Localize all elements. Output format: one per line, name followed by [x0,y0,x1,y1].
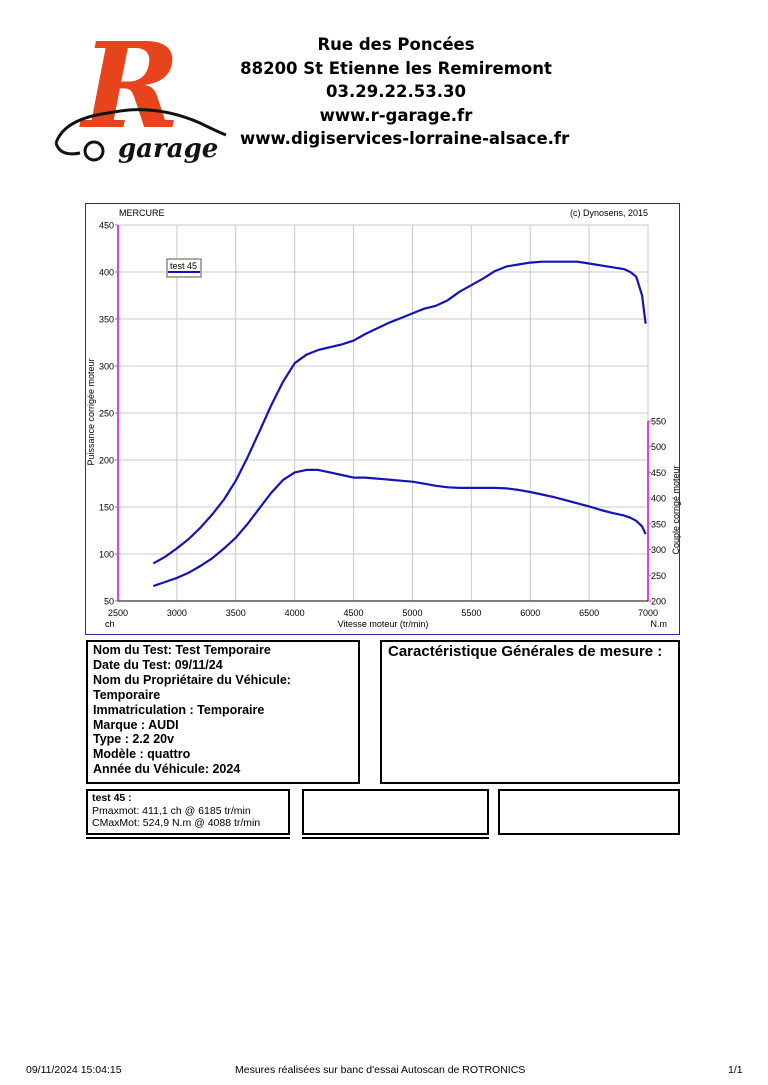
x-tick-label: 7000 [638,608,658,618]
address-city: 88200 St Etienne les Remiremont [240,58,552,78]
power-curve [152,260,647,565]
y-axis-label-left: Puissance corrigée moteur [86,358,96,465]
y-left-tick-label: 450 [99,221,114,231]
vehicle-info-box: Nom du Test: Test Temporaire Date du Tes… [86,640,360,784]
vehicle-year: Année du Véhicule: 2024 [93,762,241,777]
brand: Marque : AUDI [93,717,179,732]
y-left-tick-label: 150 [99,503,114,513]
y-left-tick-label: 350 [99,315,114,325]
result-underline-2 [302,837,489,839]
address-website-2: www.digiservices-lorraine-alsace.fr [240,129,570,148]
x-tick-label: 6500 [579,608,599,618]
address-street: Rue des Poncées [317,35,475,54]
svg-text:garage: garage [118,134,218,164]
result-title: test 45 : [92,792,132,804]
chart-title-right: (c) Dynosens, 2015 [570,208,648,218]
result-box-empty-1 [302,789,489,835]
x-tick-label: 4500 [344,608,364,618]
y-left-tick-label: 50 [104,597,114,607]
footer-page: 1/1 [728,1064,743,1076]
test-date: Date du Test: 09/11/24 [93,657,223,672]
footer-datetime: 09/11/2024 15:04:15 [26,1064,122,1076]
y-right-tick-label: 300 [651,545,666,555]
x-tick-label: 4000 [285,608,305,618]
test-name: Nom du Test: Test Temporaire [93,643,271,657]
y-right-tick-label: 500 [651,442,666,452]
x-axis-label: Vitesse moteur (tr/min) [338,619,429,629]
result-underline-1 [86,837,290,839]
torque-curve [152,468,647,588]
dyno-chart: 50 100 150 200 250 300 350 400 450 200 250 300 350 40… [86,208,681,629]
address-website: www.r-garage.fr [319,105,473,125]
y-right-tick-label: 200 [651,597,666,607]
y-left-tick-label: 200 [99,456,114,466]
x-tick-label: 5000 [402,608,422,618]
y-right-tick-label: 350 [651,519,666,529]
result-box-empty-2 [498,789,680,835]
result-box: test 45 : Pmaxmot: 411,1 ch @ 6185 tr/mi… [86,789,290,835]
y-right-tick-label: 250 [651,571,666,581]
y-left-tick-label: 400 [99,268,114,278]
x-tick-label: 5500 [461,608,481,618]
x-unit-left: ch [105,619,115,629]
x-tick-label: 2500 [108,608,128,618]
y-left-tick-label: 300 [99,362,114,372]
garage-address: Rue des Poncées 88200 St Etienne les Rem… [240,33,570,151]
chart-title-left: MERCURE [119,208,165,218]
owner-label: Nom du Propriétaire du Véhicule: [93,672,291,687]
legend-label: test 45 [170,261,197,271]
registration: Immatriculation : Temporaire [93,702,265,717]
x-tick-label: 6000 [520,608,540,618]
dyno-chart-frame [85,203,680,635]
owner-value: Temporaire [93,687,161,702]
characteristics-box: Caractéristique Générales de mesure : [380,640,680,784]
y-right-tick-label: 550 [651,417,666,427]
y-left-tick-label: 100 [99,550,114,560]
r-garage-logo: R garage [50,15,250,175]
y-right-tick-label: 450 [651,468,666,478]
svg-text:R: R [79,16,180,155]
footer-center: Mesures réalisées sur banc d'essai Autos… [235,1064,526,1076]
x-tick-label: 3000 [167,608,187,618]
result-cmax: CMaxMot: 524,9 N.m @ 4088 tr/min [92,817,261,829]
type: Type : 2.2 20v [93,732,175,747]
x-tick-label: 3500 [226,608,246,618]
model: Modèle : quattro [93,747,191,762]
address-phone: 03.29.22.53.30 [326,82,466,101]
x-unit-right: N.m [651,619,668,629]
y-right-tick-label: 400 [651,494,666,504]
result-pmax: Pmaxmot: 411,1 ch @ 6185 tr/min [92,804,251,817]
y-axis-label-right: Couple corrigé moteur [671,465,681,554]
characteristics-title: Caractéristique Générales de mesure : [388,643,663,660]
y-left-tick-label: 250 [99,409,114,419]
